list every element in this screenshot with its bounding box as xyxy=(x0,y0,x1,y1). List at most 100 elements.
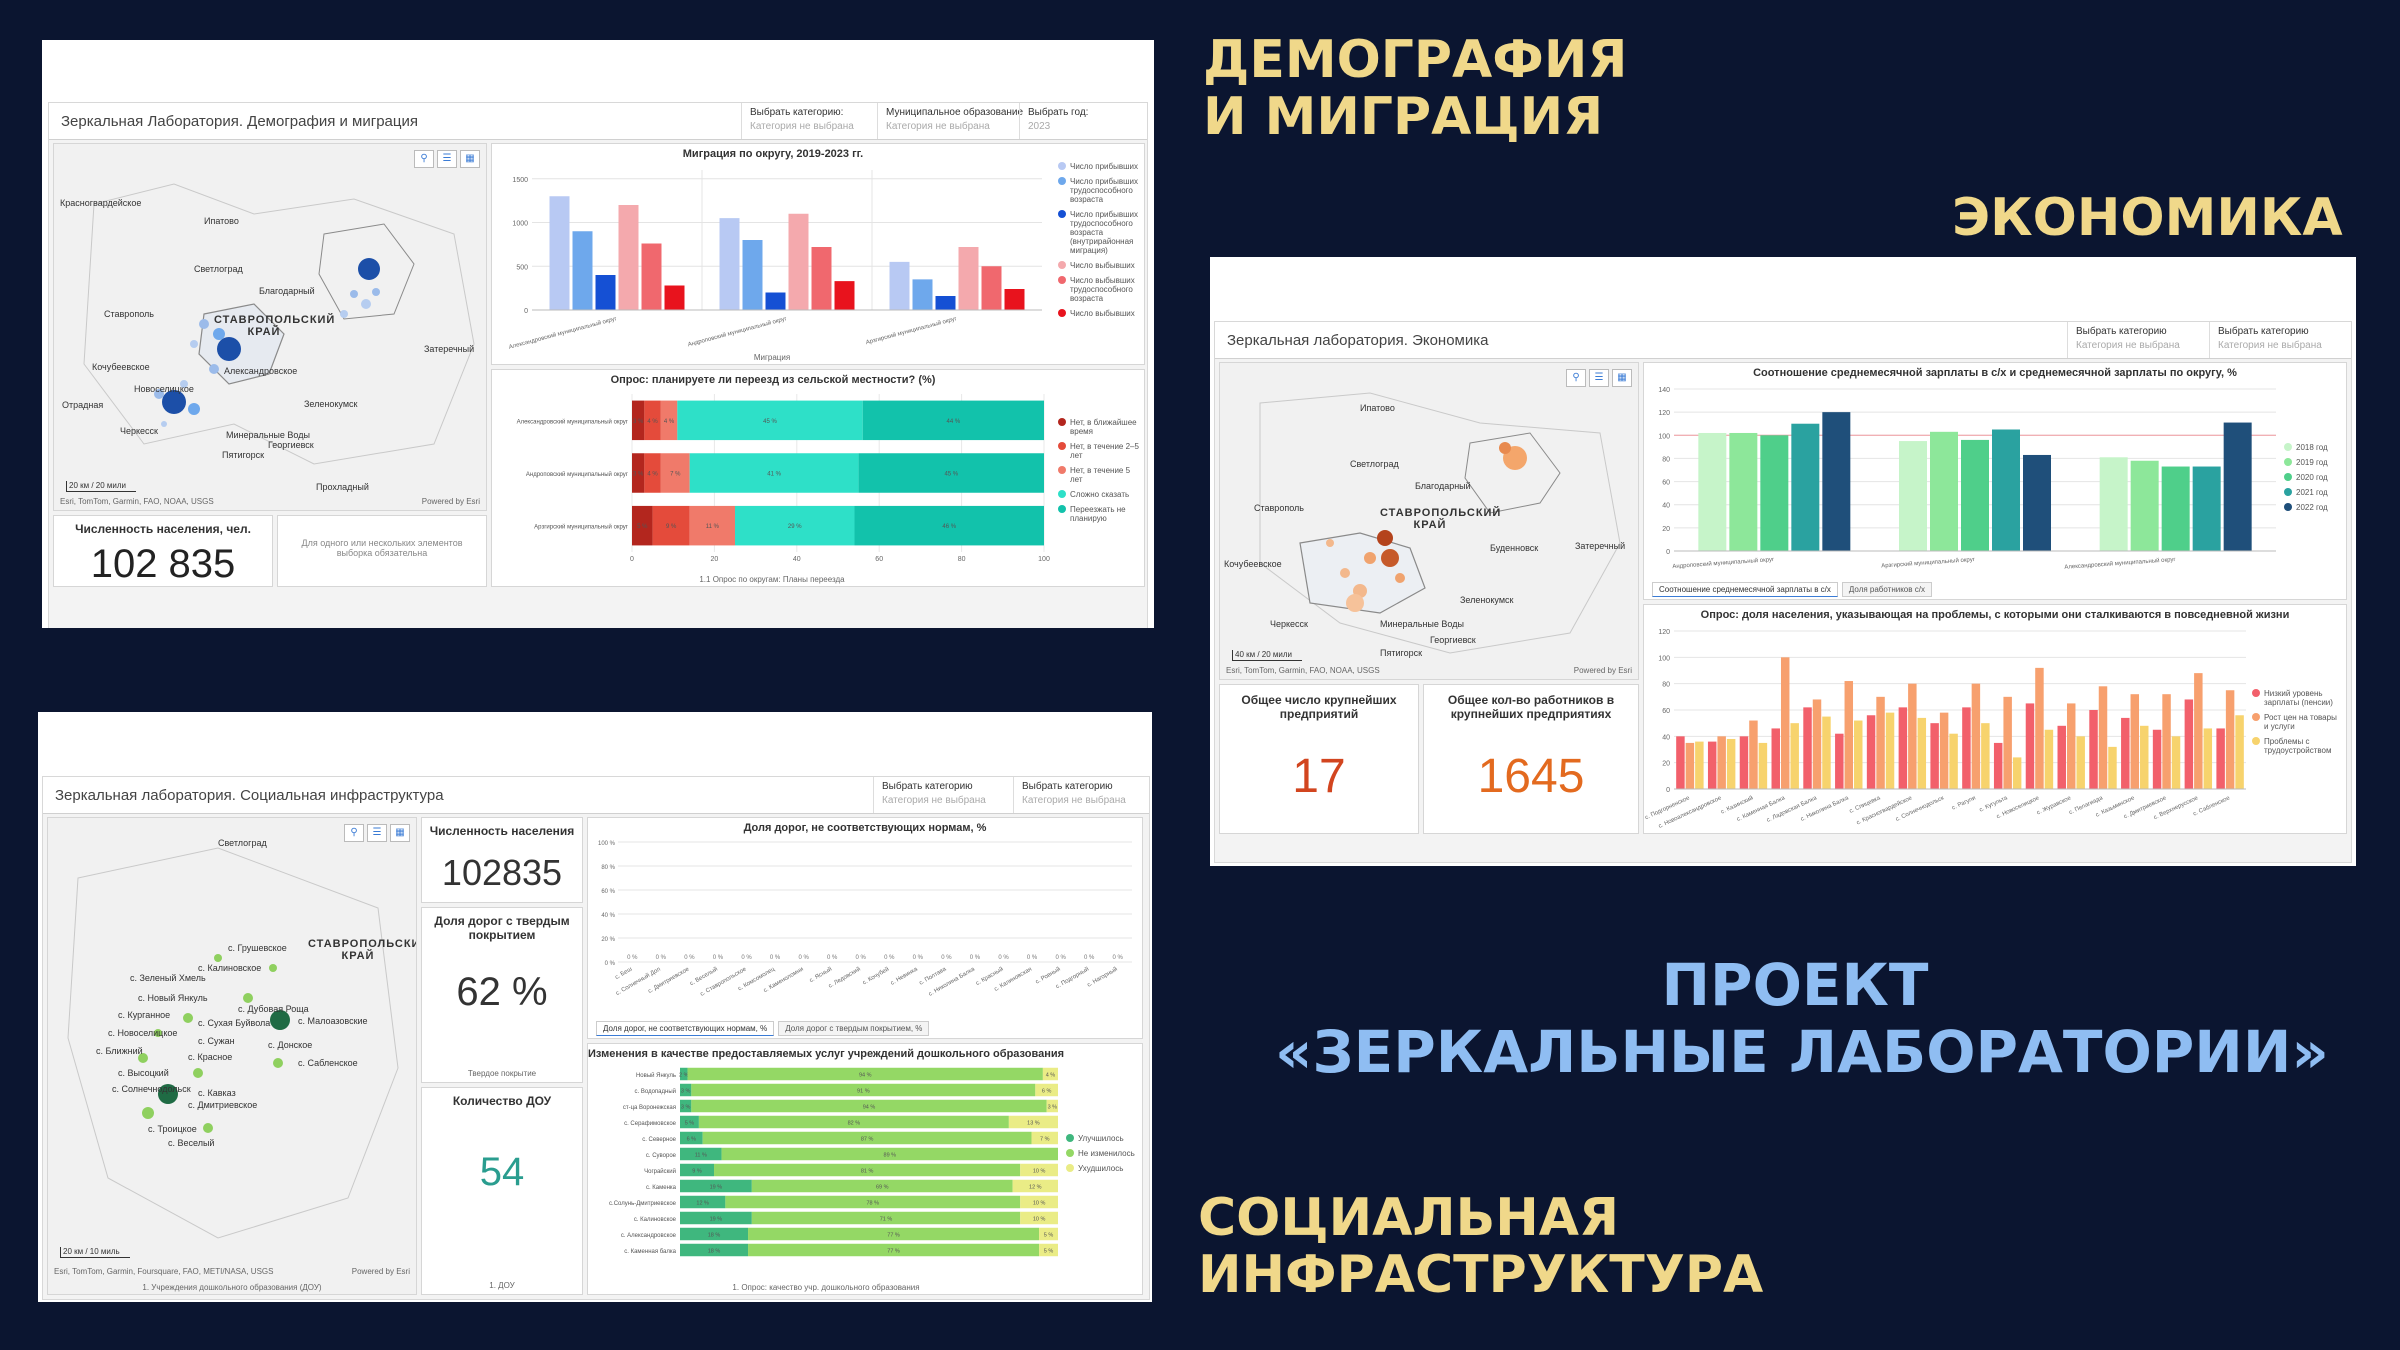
map-point[interactable] xyxy=(217,337,241,361)
map-point[interactable] xyxy=(1340,568,1350,578)
legend-item[interactable]: Число прибывших трудоспособного возраста xyxy=(1058,177,1140,204)
filter-category[interactable]: Выбрать категорию Категория не выбрана xyxy=(873,777,1013,813)
legend-item[interactable]: 2022 год xyxy=(2284,503,2340,512)
map-point[interactable] xyxy=(190,340,198,348)
map-point[interactable] xyxy=(1326,539,1334,547)
list-icon[interactable]: ☰ xyxy=(1589,369,1609,387)
map-point[interactable] xyxy=(1381,549,1399,567)
map-point[interactable] xyxy=(203,1123,213,1133)
map-point[interactable] xyxy=(1364,552,1376,564)
map-point[interactable] xyxy=(372,288,380,296)
legend-item[interactable]: Сложно сказать xyxy=(1058,490,1140,499)
bar xyxy=(1717,736,1726,789)
legend-swatch xyxy=(1058,276,1066,284)
filter-municipality[interactable]: Муниципальное образование Категория не вы… xyxy=(877,103,1023,139)
map-point[interactable] xyxy=(1395,573,1405,583)
kpi-value: 1645 xyxy=(1477,750,1585,803)
tab-salary-ratio[interactable]: Соотношение среднемесячной зарплаты в с/… xyxy=(1652,582,1838,597)
map-point[interactable] xyxy=(138,1053,148,1063)
map-point[interactable] xyxy=(358,258,380,280)
legend-item[interactable]: Улучшилось xyxy=(1066,1134,1136,1143)
legend-item[interactable]: Не изменилось xyxy=(1066,1149,1136,1158)
map-point[interactable] xyxy=(188,403,200,415)
map-point[interactable] xyxy=(142,1107,154,1119)
map-point[interactable] xyxy=(350,290,358,298)
legend-item[interactable]: 2021 год xyxy=(2284,488,2340,497)
bar xyxy=(765,292,786,310)
filter-category-2[interactable]: Выбрать категорию Категория не выбрана xyxy=(1013,777,1149,813)
legend-item[interactable]: Число выбывших трудоспособного возраста xyxy=(1058,276,1140,303)
search-icon[interactable]: ⚲ xyxy=(414,150,434,168)
legend-item[interactable]: Переезжать не планирую xyxy=(1058,505,1140,523)
map-economy[interactable]: ⚲ ☰ ▦ Ипатово Светлоград Благодарный Ста… xyxy=(1219,362,1639,680)
legend-item[interactable]: Число выбывших xyxy=(1058,261,1140,270)
map-social[interactable]: ⚲ ☰ ▦ Светлоград с. Грушевское с. Калино… xyxy=(47,817,417,1295)
bar xyxy=(834,281,855,310)
legend-item[interactable]: 2019 год xyxy=(2284,458,2340,467)
map-point[interactable] xyxy=(154,1029,162,1037)
map-point[interactable] xyxy=(273,1058,283,1068)
bar xyxy=(2023,454,2051,551)
filter-category[interactable]: Выбрать категорию Категория не выбрана xyxy=(2067,322,2209,358)
map-point[interactable] xyxy=(214,954,222,962)
legend-item[interactable]: 2018 год xyxy=(2284,443,2340,452)
legend-item[interactable]: Нет, в течение 5 лет xyxy=(1058,466,1140,484)
map-label: Черкесск xyxy=(120,426,158,436)
tab-roads-paved[interactable]: Доля дорог с твердым покрытием, % xyxy=(778,1021,930,1036)
map-point[interactable] xyxy=(199,319,209,329)
map-point[interactable] xyxy=(161,421,167,427)
map-point[interactable] xyxy=(340,310,348,318)
legend-item[interactable]: Рост цен на товары и услуги xyxy=(2252,713,2340,731)
heading-demography-line1: ДЕМОГРАФИЯ xyxy=(1203,30,1628,90)
map-point[interactable] xyxy=(193,1068,203,1078)
y-tick-label: с. Суворое xyxy=(646,1153,677,1159)
map-point[interactable] xyxy=(183,1013,193,1023)
map-district-outline xyxy=(198,303,285,385)
legend-item[interactable]: Низкий уровень зарплаты (пенсии) xyxy=(2252,689,2340,707)
tab-agri-workers[interactable]: Доля работников с/х xyxy=(1841,582,1932,597)
legend-item[interactable]: Ухудшилось xyxy=(1066,1164,1136,1173)
map-demography[interactable]: ⚲ ☰ ▦ Красногвардейское Ипатово Светлогр… xyxy=(53,143,487,511)
map-label: с. Солнечнодольск xyxy=(112,1084,191,1094)
data-label: 44 % xyxy=(947,419,961,425)
filter-value: Категория не выбрана xyxy=(2076,340,2180,351)
legend-item[interactable]: 2020 год xyxy=(2284,473,2340,482)
map-point[interactable] xyxy=(269,964,277,972)
filter-category[interactable]: Выбрать категорию: Категория не выбрана xyxy=(741,103,877,139)
tab-roads-nonstandard[interactable]: Доля дорог, не соответствующих нормам, % xyxy=(596,1021,775,1036)
legend-swatch xyxy=(1058,505,1066,513)
legend-item[interactable]: Число прибывших трудоспособного возраста… xyxy=(1058,210,1140,255)
grid-icon[interactable]: ▦ xyxy=(390,824,410,842)
map-point[interactable] xyxy=(180,380,188,388)
y-tick-label: 60 xyxy=(1662,480,1670,487)
map-point[interactable] xyxy=(1499,442,1511,454)
data-label: 0 % xyxy=(1113,955,1124,961)
map-point[interactable] xyxy=(154,389,164,399)
list-icon[interactable]: ☰ xyxy=(437,150,457,168)
map-point[interactable] xyxy=(270,1010,290,1030)
map-point[interactable] xyxy=(162,390,186,414)
data-label: 10 % xyxy=(1033,1169,1046,1175)
list-icon[interactable]: ☰ xyxy=(367,824,387,842)
map-point[interactable] xyxy=(213,328,225,340)
map-point[interactable] xyxy=(209,364,219,374)
legend-item[interactable]: Нет, в ближайшее время xyxy=(1058,418,1140,436)
legend-item[interactable]: Число выбывших xyxy=(1058,309,1140,318)
map-point[interactable] xyxy=(243,993,253,1003)
grid-icon[interactable]: ▦ xyxy=(460,150,480,168)
filter-year[interactable]: Выбрать год: 2023 xyxy=(1019,103,1147,139)
bar xyxy=(1726,738,1736,789)
x-tick-label: с. Ясный xyxy=(808,966,833,984)
map-point[interactable] xyxy=(1346,594,1364,612)
legend-swatch xyxy=(2284,473,2292,481)
legend-item[interactable]: Нет, в течение 2–5 лет xyxy=(1058,442,1140,460)
filter-category-2[interactable]: Выбрать категорию Категория не выбрана xyxy=(2209,322,2351,358)
search-icon[interactable]: ⚲ xyxy=(344,824,364,842)
grid-icon[interactable]: ▦ xyxy=(1612,369,1632,387)
legend-item[interactable]: Проблемы с трудоустройством xyxy=(2252,737,2340,755)
map-point[interactable] xyxy=(361,299,371,309)
map-point[interactable] xyxy=(158,1084,178,1104)
search-icon[interactable]: ⚲ xyxy=(1566,369,1586,387)
map-point[interactable] xyxy=(1377,530,1393,546)
legend-item[interactable]: Число прибывших xyxy=(1058,162,1140,171)
